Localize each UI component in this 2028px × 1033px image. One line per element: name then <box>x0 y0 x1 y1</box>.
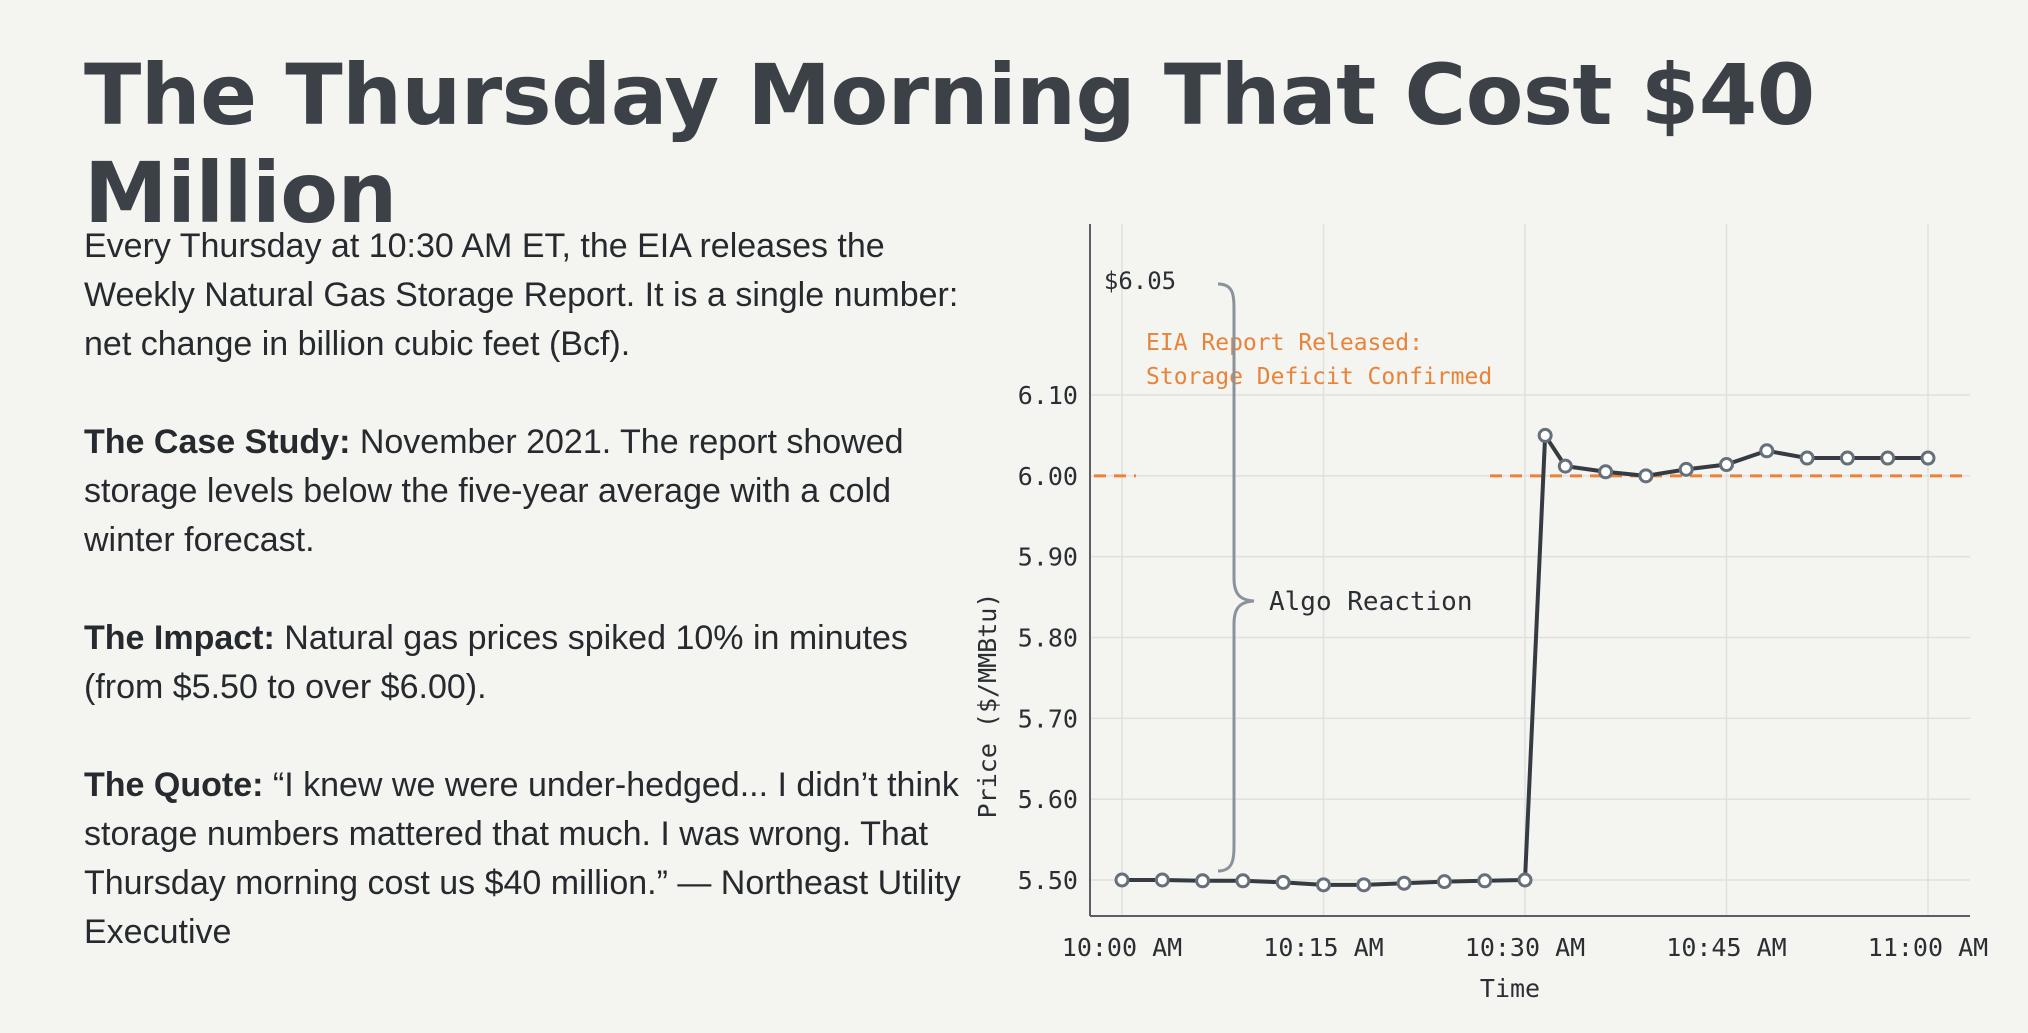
x-tick-label: 10:00 AM <box>1062 933 1182 962</box>
data-point <box>1316 877 1331 893</box>
data-point <box>1114 872 1130 888</box>
peak-label: $6.05 <box>1104 267 1176 295</box>
quote-label: The Quote: <box>84 766 264 804</box>
algo-reaction-brace <box>1217 282 1255 873</box>
data-point <box>1557 458 1573 474</box>
x-tick-label: 11:00 AM <box>1868 933 1988 962</box>
data-point <box>1235 873 1251 889</box>
report-annotation-line2: Storage Deficit Confirmed <box>1146 364 1492 390</box>
y-tick-label: 5.80 <box>1018 624 1078 653</box>
report-annotation-line1: EIA Report Released: <box>1146 330 1423 356</box>
series-line-group <box>1114 427 1936 893</box>
data-point <box>1195 873 1211 889</box>
y-tick-label: 5.90 <box>1018 543 1078 572</box>
data-point <box>1537 427 1553 443</box>
impact-paragraph: The Impact: Natural gas prices spiked 10… <box>84 614 964 712</box>
data-point <box>1920 450 1936 466</box>
brace-label: Algo Reaction <box>1269 587 1473 617</box>
data-point <box>1275 874 1291 890</box>
series-line <box>1122 433 1928 887</box>
x-axis-label: Time <box>1480 974 1540 1003</box>
y-tick-label: 5.60 <box>1018 785 1078 814</box>
data-point <box>1839 450 1855 466</box>
case-study-text: November 2021. The report showed storage… <box>84 423 904 559</box>
impact-label: The Impact: <box>84 619 275 657</box>
data-point <box>1154 872 1170 888</box>
data-point <box>1638 468 1654 484</box>
data-point <box>1477 873 1493 889</box>
impact-text: Natural gas prices spiked 10% in minutes… <box>84 619 908 706</box>
chart-container: 5.50 5.60 5.70 5.80 5.90 6.00 6.10 10:00 AM 10:1… <box>960 200 2028 1028</box>
axes: 5.50 5.60 5.70 5.80 5.90 6.00 6.10 10:00 AM 10:1… <box>1018 224 1988 962</box>
y-axis-label: Price ($/MMBtu) <box>973 593 1002 819</box>
data-point <box>1719 457 1734 473</box>
x-tick-label: 10:45 AM <box>1666 933 1786 962</box>
data-point <box>1759 443 1775 459</box>
y-tick-label: 5.50 <box>1018 866 1078 895</box>
x-tick-label: 10:30 AM <box>1465 933 1585 962</box>
intro-paragraph: Every Thursday at 10:30 AM ET, the EIA r… <box>84 227 959 363</box>
price-chart: 5.50 5.60 5.70 5.80 5.90 6.00 6.10 10:00 AM 10:1… <box>973 224 1988 1003</box>
data-point <box>1799 450 1815 466</box>
data-point <box>1436 874 1452 890</box>
x-tick-label: 10:15 AM <box>1263 933 1383 962</box>
page-title: The Thursday Morning That Cost $40 Milli… <box>84 46 1815 242</box>
y-tick-label: 6.00 <box>1018 462 1078 491</box>
y-tick-label: 6.10 <box>1018 381 1078 410</box>
data-point <box>1880 450 1896 466</box>
y-tick-label: 5.70 <box>1018 704 1078 733</box>
quote-text: “I knew we were under-hedged... I didn’t… <box>84 766 961 951</box>
data-point <box>1678 461 1694 477</box>
data-point <box>1356 877 1372 893</box>
text-column: Every Thursday at 10:30 AM ET, the EIA r… <box>84 222 964 1006</box>
data-point <box>1598 464 1614 480</box>
quote-paragraph: The Quote: “I knew we were under-hedged.… <box>84 761 964 957</box>
data-point <box>1517 872 1533 888</box>
case-study-paragraph: The Case Study: November 2021. The repor… <box>84 418 964 565</box>
data-point <box>1396 875 1412 891</box>
case-study-label: The Case Study: <box>84 423 351 461</box>
